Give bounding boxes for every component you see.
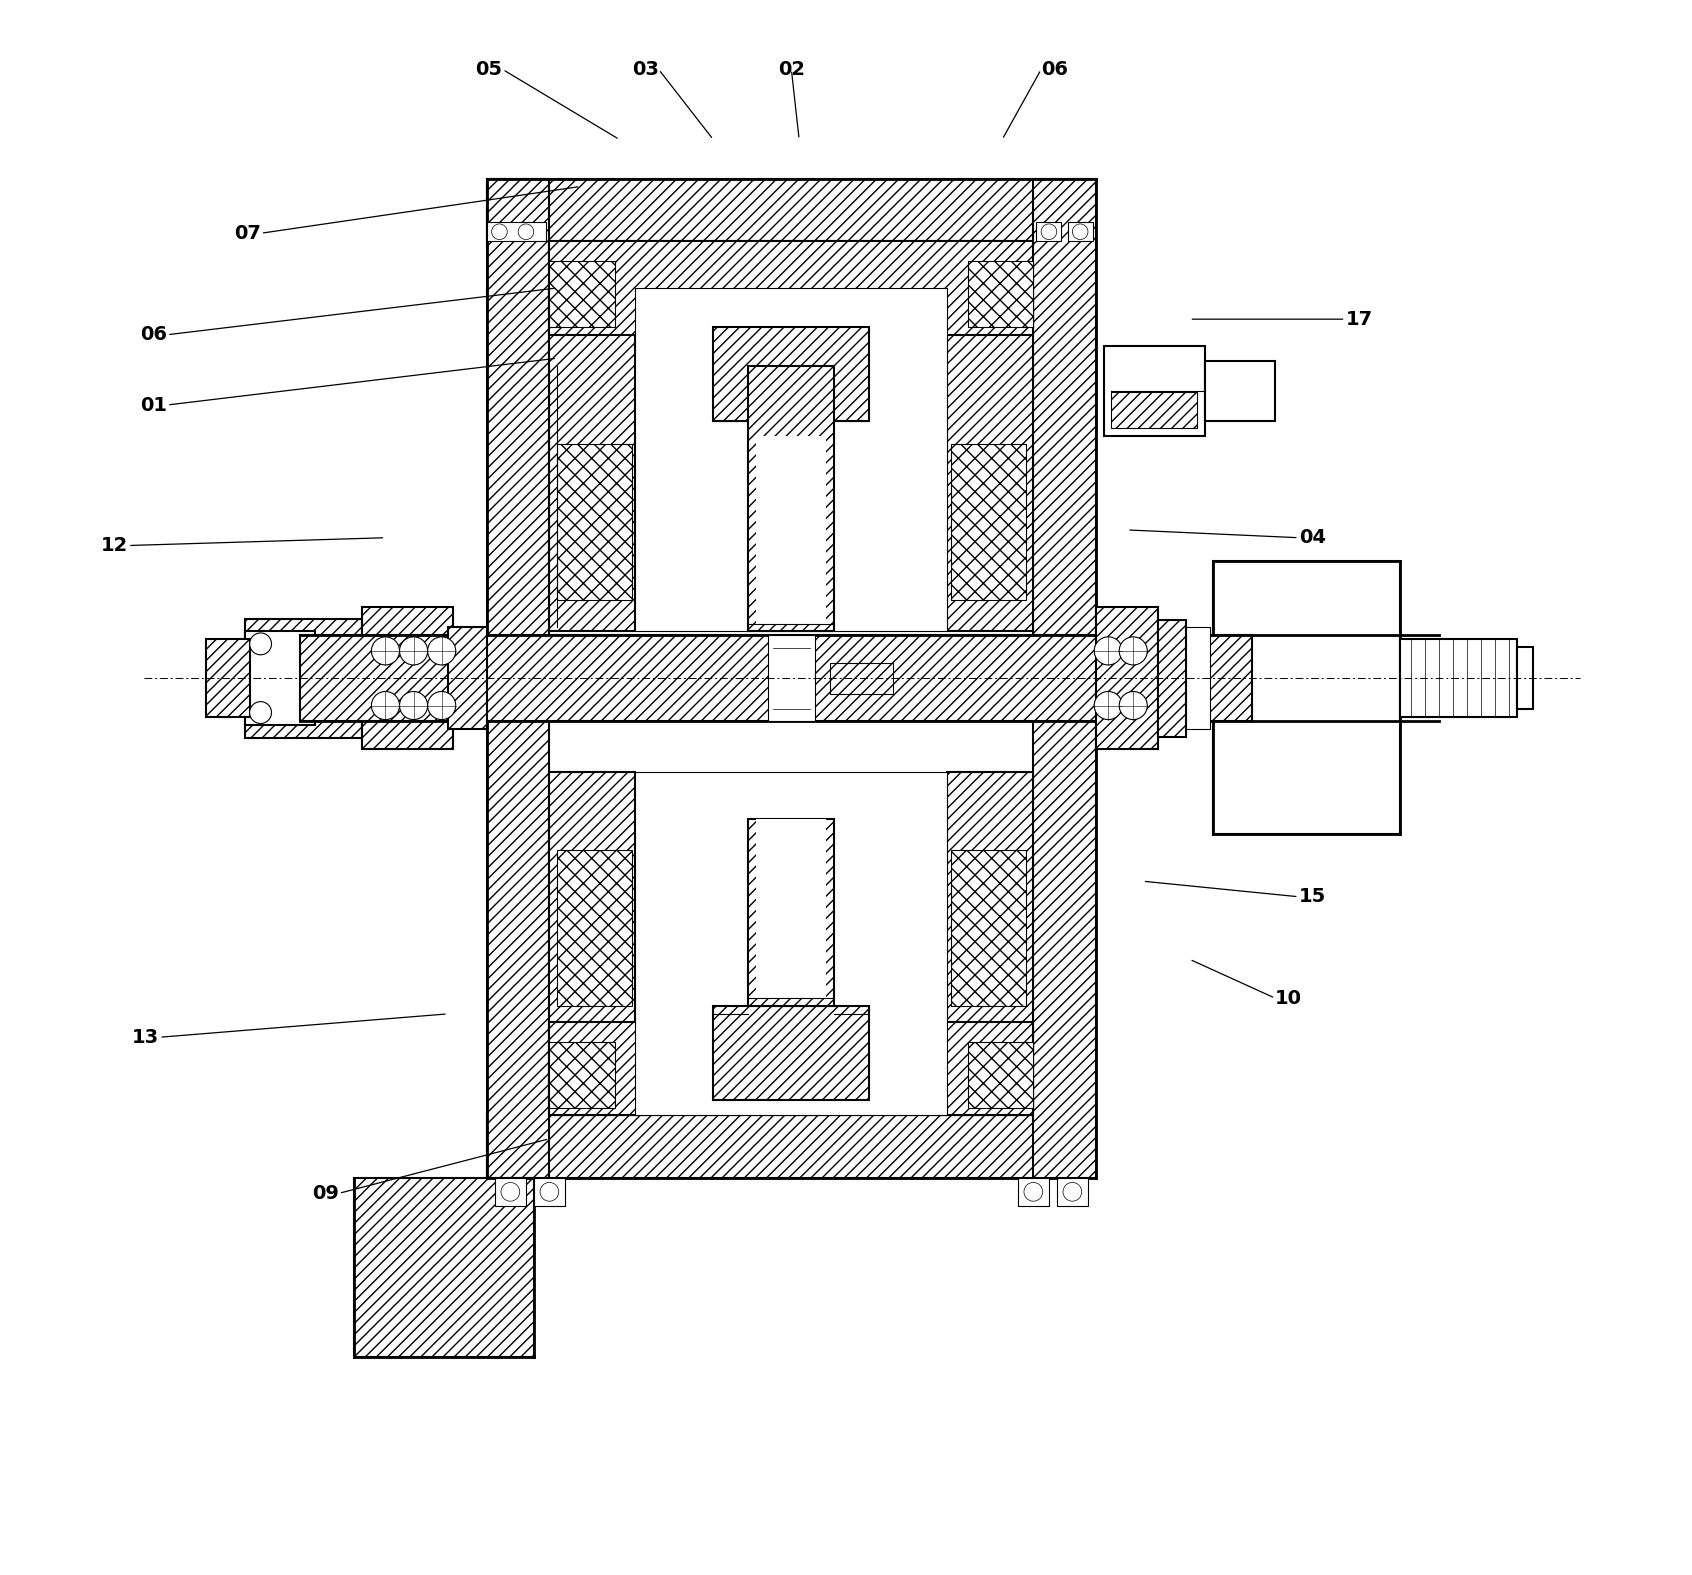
Bar bbox=[948, 288, 1034, 632]
Bar bbox=[487, 1115, 1096, 1178]
Text: 06: 06 bbox=[1041, 60, 1068, 79]
Bar bbox=[1186, 627, 1210, 729]
Text: 03: 03 bbox=[631, 60, 658, 79]
Bar bbox=[550, 261, 614, 328]
Circle shape bbox=[501, 1183, 519, 1202]
Bar bbox=[756, 436, 826, 624]
Bar bbox=[550, 241, 1034, 335]
Text: 07: 07 bbox=[233, 224, 261, 243]
Text: 05: 05 bbox=[475, 60, 503, 79]
Text: 06: 06 bbox=[140, 326, 168, 345]
Bar bbox=[487, 178, 1096, 241]
Bar bbox=[299, 635, 1252, 721]
Bar bbox=[968, 261, 1034, 328]
Bar bbox=[948, 772, 1034, 1115]
Circle shape bbox=[492, 224, 508, 239]
Circle shape bbox=[250, 701, 271, 723]
Bar bbox=[487, 222, 547, 241]
Bar bbox=[245, 632, 315, 724]
Bar bbox=[1518, 647, 1533, 709]
Circle shape bbox=[399, 691, 428, 720]
Circle shape bbox=[540, 1183, 558, 1202]
Bar bbox=[550, 1022, 1034, 1115]
Text: 02: 02 bbox=[778, 60, 805, 79]
Circle shape bbox=[1118, 636, 1147, 665]
Bar bbox=[831, 663, 893, 695]
Bar bbox=[245, 619, 362, 737]
Bar bbox=[550, 288, 634, 632]
Bar bbox=[494, 1178, 526, 1206]
Text: 13: 13 bbox=[132, 1028, 159, 1047]
Bar bbox=[634, 288, 948, 632]
Circle shape bbox=[428, 636, 455, 665]
Text: 10: 10 bbox=[1276, 989, 1303, 1008]
Circle shape bbox=[1024, 1183, 1042, 1202]
Bar bbox=[1096, 608, 1159, 750]
Bar bbox=[756, 819, 826, 999]
Circle shape bbox=[428, 691, 455, 720]
Circle shape bbox=[372, 636, 399, 665]
Bar bbox=[550, 1043, 614, 1107]
Bar bbox=[951, 444, 1025, 600]
Bar bbox=[768, 635, 816, 721]
Bar bbox=[1401, 639, 1518, 717]
Bar bbox=[634, 772, 948, 1115]
Circle shape bbox=[1095, 691, 1122, 720]
Bar bbox=[714, 1006, 870, 1099]
Bar bbox=[1034, 178, 1096, 1178]
Circle shape bbox=[1118, 691, 1147, 720]
Circle shape bbox=[1095, 636, 1122, 665]
Bar bbox=[1112, 392, 1198, 428]
Circle shape bbox=[518, 224, 533, 239]
Bar bbox=[487, 178, 550, 1178]
Bar bbox=[448, 627, 487, 729]
Text: 15: 15 bbox=[1299, 887, 1327, 906]
Text: 17: 17 bbox=[1345, 310, 1372, 329]
Bar bbox=[951, 850, 1025, 1006]
Bar bbox=[748, 819, 834, 1006]
Circle shape bbox=[250, 633, 271, 655]
Bar bbox=[1037, 222, 1061, 241]
Bar bbox=[1103, 345, 1205, 436]
Bar bbox=[1017, 1178, 1049, 1206]
Bar bbox=[206, 639, 250, 717]
Circle shape bbox=[1041, 224, 1058, 239]
Bar bbox=[1159, 619, 1186, 737]
Bar bbox=[1068, 222, 1093, 241]
Bar bbox=[1213, 561, 1401, 835]
Text: 04: 04 bbox=[1299, 528, 1327, 547]
Bar bbox=[748, 365, 834, 632]
Text: 12: 12 bbox=[100, 536, 129, 554]
Bar bbox=[1058, 1178, 1088, 1206]
Bar bbox=[557, 444, 633, 600]
Bar bbox=[550, 772, 634, 1115]
Circle shape bbox=[399, 636, 428, 665]
Bar bbox=[354, 1178, 533, 1358]
Bar bbox=[362, 608, 452, 750]
Bar bbox=[533, 1178, 565, 1206]
Circle shape bbox=[372, 691, 399, 720]
Bar bbox=[1205, 361, 1276, 421]
Circle shape bbox=[1063, 1183, 1081, 1202]
Bar bbox=[714, 328, 870, 421]
Bar bbox=[557, 850, 633, 1006]
Text: 01: 01 bbox=[140, 395, 168, 414]
Bar bbox=[968, 1043, 1034, 1107]
Circle shape bbox=[1073, 224, 1088, 239]
Text: 09: 09 bbox=[311, 1184, 338, 1203]
